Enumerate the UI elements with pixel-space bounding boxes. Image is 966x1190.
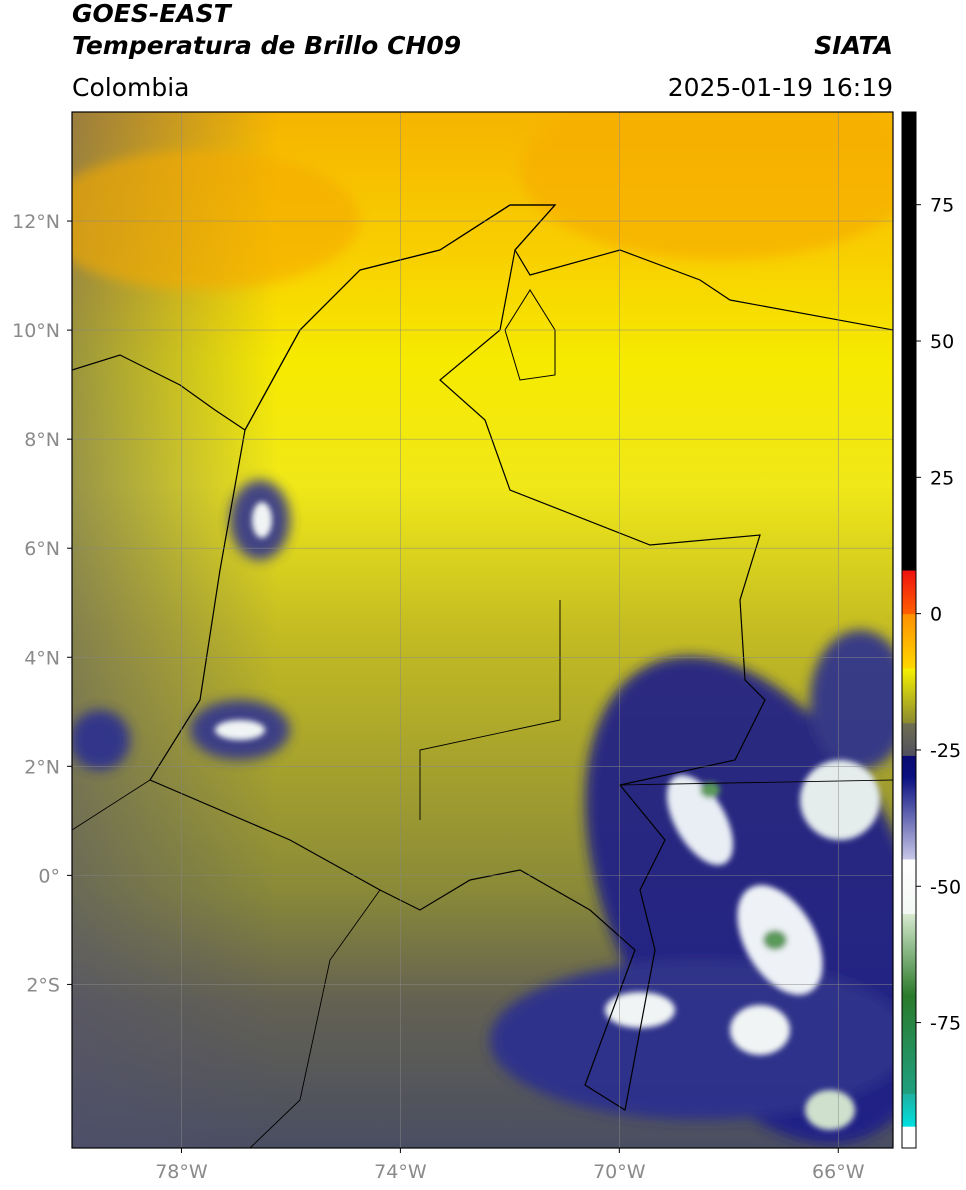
colorbar-segment (902, 668, 916, 724)
y-tick-label: 2°N (24, 756, 60, 778)
graticule (67, 112, 893, 1153)
colorbar-tick-label: 50 (930, 331, 954, 353)
colorbar-segment (902, 1093, 916, 1127)
imagery (72, 112, 893, 1148)
colorbar-segment (902, 913, 916, 996)
title-product: Temperatura de Brillo CH09 (72, 31, 461, 60)
x-tick-label: 66°W (812, 1161, 865, 1183)
agency: SIATA (814, 31, 893, 60)
timestamp: 2025-01-19 16:19 (668, 73, 893, 102)
y-tick-label: 4°N (24, 647, 60, 669)
map-frame (71, 111, 894, 1149)
colorbar-segment (902, 613, 916, 669)
colorbar-tick-label: -50 (930, 876, 961, 898)
colorbar-segment (902, 995, 916, 1094)
colorbar-segment (902, 112, 916, 571)
colorbar-tick-label: 25 (930, 467, 954, 489)
region: Colombia (72, 73, 189, 102)
y-tick-label: 12°N (12, 211, 60, 233)
y-tick-label: 0° (38, 865, 60, 887)
colorbar-frame (901, 111, 917, 1149)
colorbar-segment (902, 570, 916, 615)
colorbar-segment (902, 722, 916, 756)
title-satellite: GOES-EAST (72, 0, 233, 28)
y-tick-label: 8°N (24, 429, 60, 451)
y-tick-label: 6°N (24, 538, 60, 560)
colorbar-segment (902, 859, 916, 915)
colorbar-segment (902, 1126, 916, 1149)
colorbar-tick-label: -75 (930, 1013, 961, 1035)
colorbar-tick-label: -25 (930, 740, 961, 762)
colorbar-segment (902, 755, 916, 778)
y-tick-label: 10°N (12, 320, 60, 342)
colorbar-segment (902, 777, 916, 860)
x-tick-label: 74°W (374, 1161, 427, 1183)
colorbar-tick-label: 0 (930, 604, 942, 626)
colorbar-tick-label: 75 (930, 195, 954, 217)
colorbar (902, 112, 921, 1149)
y-tick-label: 2°S (26, 974, 60, 996)
x-tick-label: 78°W (155, 1161, 208, 1183)
x-tick-label: 70°W (593, 1161, 646, 1183)
